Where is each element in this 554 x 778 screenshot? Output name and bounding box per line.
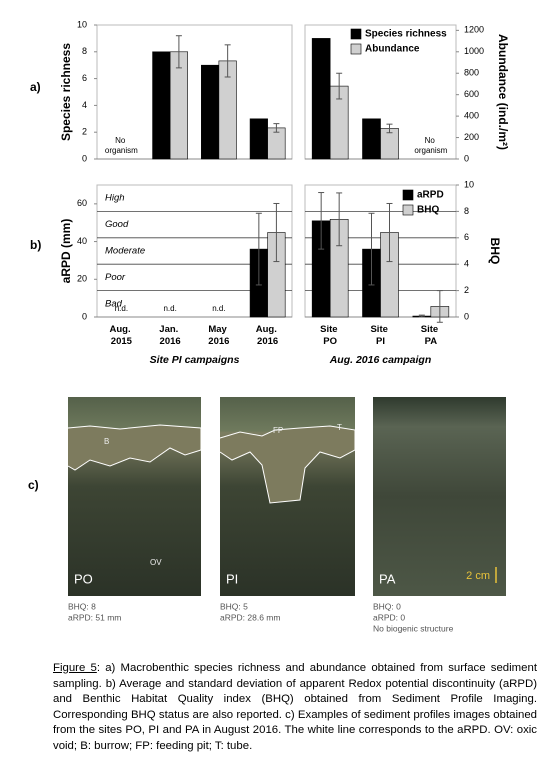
photo-caption: No biogenic structure (373, 623, 454, 633)
x-tick-label: Aug. 2016 (256, 324, 280, 347)
photo-label: PI (226, 571, 238, 586)
panel-label: a) (30, 80, 41, 94)
y-tick-label: 10 (77, 19, 87, 29)
y2-tick-label: 2 (464, 285, 469, 295)
group-label: Aug. 2016 campaign (329, 354, 432, 366)
bar (152, 51, 171, 160)
y2-tick-label: 800 (464, 68, 479, 78)
band-label: Good (105, 219, 129, 230)
photo-mark: B (104, 437, 109, 446)
annotation: No organism (414, 136, 447, 155)
y2-tick-label: 600 (464, 89, 479, 99)
legend-swatch (402, 204, 414, 216)
band-label: Bad (105, 298, 123, 309)
caption: Figure 5: a) Macrobenthic species richne… (53, 661, 537, 755)
legend-swatch (350, 43, 362, 55)
photo-mark: T (337, 423, 342, 432)
photo: PA 2 cm BHQ: 0 aRPD: 0 No biogenic struc… (373, 397, 506, 633)
photo-image (373, 397, 506, 596)
figure: a) b) c) PO B OV BHQ: 8 aRPD: 51 mm PI F… (28, 19, 510, 633)
panel-label: c) (28, 478, 39, 492)
photo-caption: BHQ: 8 (68, 601, 96, 611)
arpd-line (67, 424, 202, 471)
group-label: Site PI campaigns (150, 354, 240, 366)
y-tick-label: 0 (82, 153, 87, 163)
scale-label: 2 cm (466, 570, 490, 582)
legend-swatch (350, 28, 362, 40)
y-tick-label: 4 (82, 100, 87, 110)
annotation: n.d. (212, 304, 225, 313)
annotation: n.d. (115, 304, 128, 313)
y2-tick-label: 1000 (464, 46, 484, 56)
y2-tick-label: 1200 (464, 25, 484, 35)
y2-tick-label: 200 (464, 132, 479, 142)
panel-label: b) (30, 238, 41, 252)
y-tick-label: 2 (82, 127, 87, 137)
y2-tick-label: 0 (464, 311, 469, 321)
x-tick-label: Site PA (421, 324, 441, 347)
x-tick-label: Jan. 2016 (159, 324, 181, 347)
photo: PI FP T BHQ: 5 aRPD: 28.6 mm (219, 397, 356, 622)
caption-text: : a) Macrobenthic species richness and a… (53, 662, 537, 752)
photo-label: PO (74, 571, 93, 586)
y2-tick-label: 6 (464, 232, 469, 242)
legend-label: BHQ (417, 205, 439, 216)
y-tick-label: 8 (82, 46, 87, 56)
bar (362, 118, 381, 160)
legend-label: aRPD (417, 190, 444, 201)
y-tick-label: 60 (77, 198, 87, 208)
y-tick-label: 40 (77, 236, 87, 246)
legend-label: Species richness (365, 29, 447, 40)
x-tick-label: Aug. 2015 (110, 324, 134, 347)
bar (249, 118, 268, 160)
arpd-line (219, 425, 356, 504)
photo-caption: aRPD: 51 mm (68, 612, 121, 622)
y-tick-label: 0 (82, 311, 87, 321)
annotation: No organism (105, 136, 138, 155)
bar (201, 64, 220, 160)
photo-mark: OV (150, 558, 162, 567)
y-tick-label: 20 (77, 274, 87, 284)
photo-caption: BHQ: 0 (373, 601, 401, 611)
y-tick-label: 6 (82, 73, 87, 83)
photo-caption: BHQ: 5 (220, 601, 248, 611)
y2-tick-label: 8 (464, 206, 469, 216)
bar (311, 38, 331, 160)
x-tick-label: May 2016 (208, 324, 229, 347)
y2-tick-label: 400 (464, 110, 479, 120)
photo-caption: aRPD: 0 (373, 612, 405, 622)
y2-tick-label: 10 (464, 179, 474, 189)
photo-label: PA (379, 571, 396, 586)
y2-tick-label: 4 (464, 259, 469, 269)
x-tick-label: Site PI (370, 324, 390, 347)
photo-mark: FP (273, 426, 283, 435)
y-axis-label: Species richness (59, 43, 73, 141)
caption-label: Figure 5 (53, 662, 97, 674)
band-label: Moderate (105, 246, 145, 257)
x-tick-label: Site PO (320, 324, 340, 347)
band-label: High (105, 193, 125, 204)
y2-tick-label: 0 (464, 153, 469, 163)
photo-caption: aRPD: 28.6 mm (220, 612, 280, 622)
legend-swatch (402, 189, 414, 201)
photo: PO B OV BHQ: 8 aRPD: 51 mm (67, 397, 202, 622)
y2-axis-label: Abundance (ind./m²) (496, 34, 510, 150)
legend-label: Abundance (365, 44, 420, 55)
y-axis-label: aRPD (mm) (59, 219, 73, 284)
y2-axis-label: BHQ (488, 238, 502, 265)
band-label: Poor (105, 272, 126, 283)
annotation: n.d. (163, 304, 176, 313)
